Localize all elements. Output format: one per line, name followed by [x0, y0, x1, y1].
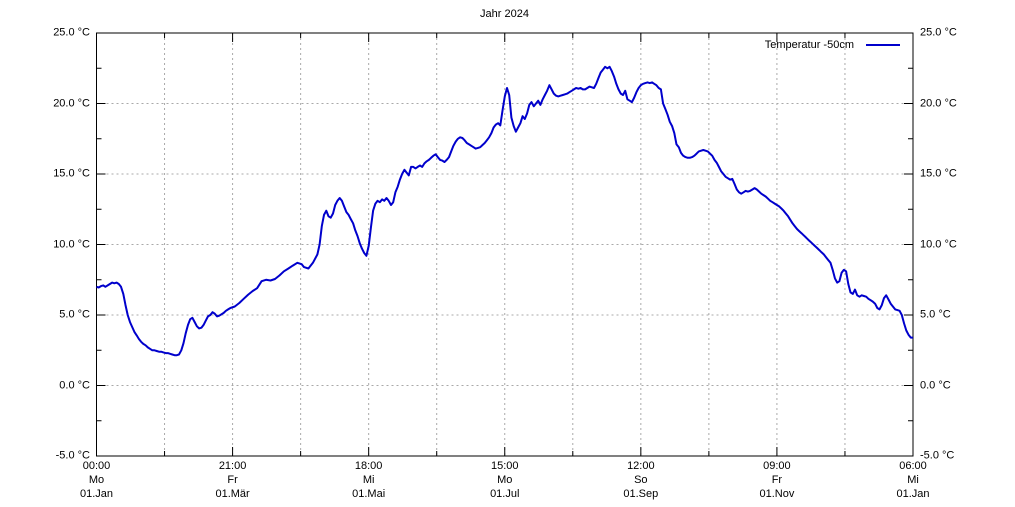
- x-tick-date: 01.Jan: [896, 488, 930, 500]
- x-tick-time: 21:00: [218, 460, 247, 472]
- y-tick-label-left: 20.0 °C: [53, 97, 90, 109]
- x-tick-date: 01.Mär: [215, 488, 250, 500]
- x-tick-time: 18:00: [354, 460, 383, 472]
- temperature-series-line: [96, 65, 913, 357]
- x-tick-time: 00:00: [82, 460, 111, 472]
- x-tick-weekday: Fr: [771, 474, 783, 486]
- y-tick-label-right: 25.0 °C: [920, 26, 957, 39]
- x-tick-weekday: Fr: [227, 474, 238, 486]
- chart-title: Jahr 2024: [480, 8, 529, 20]
- y-tick-label-left: 5.0 °C: [59, 308, 90, 321]
- x-tick-label: 21:00 Fr 01.Mär: [185, 459, 281, 501]
- x-tick-label: 06:00 Mi 01.Jan: [865, 459, 961, 501]
- x-tick-time: 12:00: [627, 460, 655, 472]
- y-tick-label-right: 15.0 °C: [920, 167, 957, 180]
- x-tick-weekday: So: [634, 474, 648, 486]
- x-tick-label: 15:00 Mo 01.Jul: [457, 459, 553, 501]
- y-tick-label-right: 20.0 °C: [920, 97, 957, 109]
- x-tick-weekday: Mi: [362, 474, 375, 486]
- x-tick-time: 06:00: [899, 460, 927, 472]
- x-tick-label: 00:00 Mo 01.Jan: [49, 459, 145, 501]
- y-tick-label-left: -5.0 °C: [55, 449, 90, 462]
- y-tick-label-left: 0.0 °C: [59, 379, 90, 391]
- x-tick-label: 12:00 So 01.Sep: [593, 459, 689, 501]
- x-tick-date: 01.Jul: [490, 488, 520, 500]
- x-tick-weekday: Mo: [88, 474, 105, 486]
- y-tick-label-right: 0.0 °C: [920, 379, 951, 391]
- y-tick-label-right: 5.0 °C: [920, 308, 951, 321]
- y-tick-label-right: 10.0 °C: [920, 238, 957, 250]
- x-tick-weekday: Mo: [497, 474, 513, 486]
- legend: Temperatur -50cm: [765, 37, 901, 53]
- x-tick-date: 01.Jan: [79, 488, 114, 500]
- x-tick-date: 01.Sep: [623, 488, 659, 500]
- y-tick-label-left: 15.0 °C: [53, 167, 90, 180]
- x-tick-time: 15:00: [490, 460, 519, 472]
- legend-line-sample: [866, 44, 900, 46]
- y-tick-label-left: 10.0 °C: [53, 238, 90, 250]
- y-tick-label-right: -5.0 °C: [920, 449, 955, 462]
- x-tick-time: 09:00: [763, 460, 791, 472]
- legend-label: Temperatur -50cm: [764, 39, 854, 51]
- x-tick-label: 09:00 Fr 01.Nov: [729, 459, 825, 501]
- y-tick-label-left: 25.0 °C: [53, 26, 90, 39]
- x-tick-date: 01.Nov: [759, 488, 795, 500]
- x-tick-label: 18:00 Mi 01.Mai: [321, 459, 417, 501]
- x-tick-weekday: Mi: [907, 474, 919, 486]
- x-tick-date: 01.Mai: [352, 488, 386, 500]
